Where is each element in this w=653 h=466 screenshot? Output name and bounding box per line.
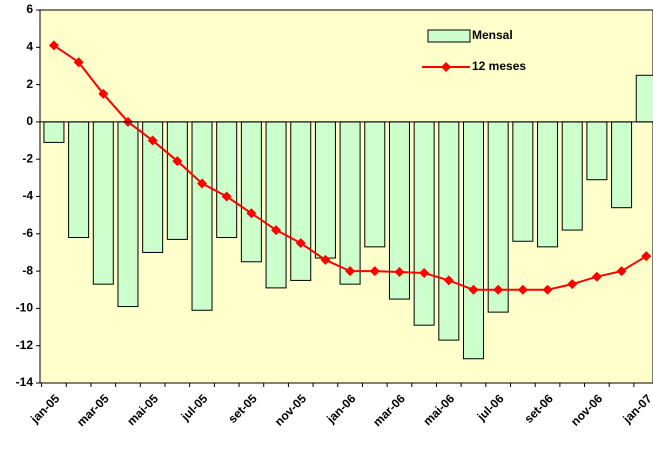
y-tick-label: -10: [16, 301, 34, 315]
marker: [48, 40, 59, 51]
marker: [320, 254, 331, 265]
y-tick-label: -8: [22, 263, 33, 277]
y-tick-label: -6: [22, 226, 33, 240]
x-tick-label: jul-06: [474, 391, 507, 424]
bar: [216, 121, 238, 239]
bar: [191, 121, 213, 311]
legend-swatch: [427, 29, 471, 43]
marker: [147, 135, 158, 146]
marker: [221, 191, 232, 202]
bar: [561, 121, 583, 231]
marker: [172, 156, 183, 167]
marker: [419, 267, 430, 278]
bar: [512, 121, 534, 242]
marker: [616, 266, 627, 277]
bar: [339, 121, 361, 285]
x-tick-label: jan-05: [27, 391, 62, 426]
legend-marker: [441, 62, 451, 72]
marker: [394, 267, 405, 278]
bar: [265, 121, 287, 289]
marker: [295, 238, 306, 249]
marker: [98, 88, 109, 99]
marker: [517, 284, 528, 295]
marker: [73, 57, 84, 68]
x-tick-label: jan-06: [323, 391, 358, 426]
bar: [68, 121, 90, 239]
y-tick-label: -2: [22, 151, 33, 165]
y-tick-label: 0: [26, 114, 33, 128]
marker: [246, 208, 257, 219]
x-tick-label: mar-05: [74, 391, 112, 429]
x-tick-label: nov-06: [568, 391, 605, 428]
x-tick-label: set-06: [521, 391, 556, 426]
bar: [43, 121, 65, 143]
bar: [364, 121, 386, 248]
x-tick-label: jan-07: [619, 391, 653, 426]
marker: [567, 279, 578, 290]
y-tick-label: -4: [22, 189, 33, 203]
bar: [487, 121, 509, 313]
x-tick-label: mai-06: [420, 391, 457, 428]
bar: [635, 74, 653, 123]
legend-label: 12 meses: [472, 59, 526, 73]
marker: [197, 178, 208, 189]
bar: [611, 121, 633, 209]
bar: [240, 121, 262, 263]
y-tick-label: 6: [26, 2, 33, 16]
marker: [493, 284, 504, 295]
y-tick-label: -14: [16, 375, 34, 389]
bar: [586, 121, 608, 181]
x-tick-label: mar-06: [370, 391, 408, 429]
bar: [314, 121, 336, 259]
marker: [345, 266, 356, 277]
bar: [117, 121, 139, 308]
bar: [166, 121, 188, 240]
marker: [468, 284, 479, 295]
x-tick-label: jul-05: [178, 391, 211, 424]
x-tick-label: nov-05: [272, 391, 309, 428]
marker: [369, 266, 380, 277]
marker: [271, 225, 282, 236]
plot: [43, 40, 653, 360]
y-tick-label: 2: [26, 77, 33, 91]
y-tick-label: -12: [16, 338, 34, 352]
marker: [591, 271, 602, 282]
x-tick-label: set-05: [225, 391, 260, 426]
marker: [443, 275, 454, 286]
bar: [438, 121, 460, 341]
bar: [463, 121, 484, 360]
y-tick-label: 4: [26, 39, 33, 53]
marker: [542, 284, 553, 295]
bar: [290, 121, 312, 281]
marker: [641, 251, 652, 262]
bar: [537, 121, 559, 248]
x-tick-label: mai-05: [124, 391, 161, 428]
bar: [413, 121, 435, 326]
bar: [92, 121, 114, 285]
legend-label: Mensal: [472, 28, 513, 42]
